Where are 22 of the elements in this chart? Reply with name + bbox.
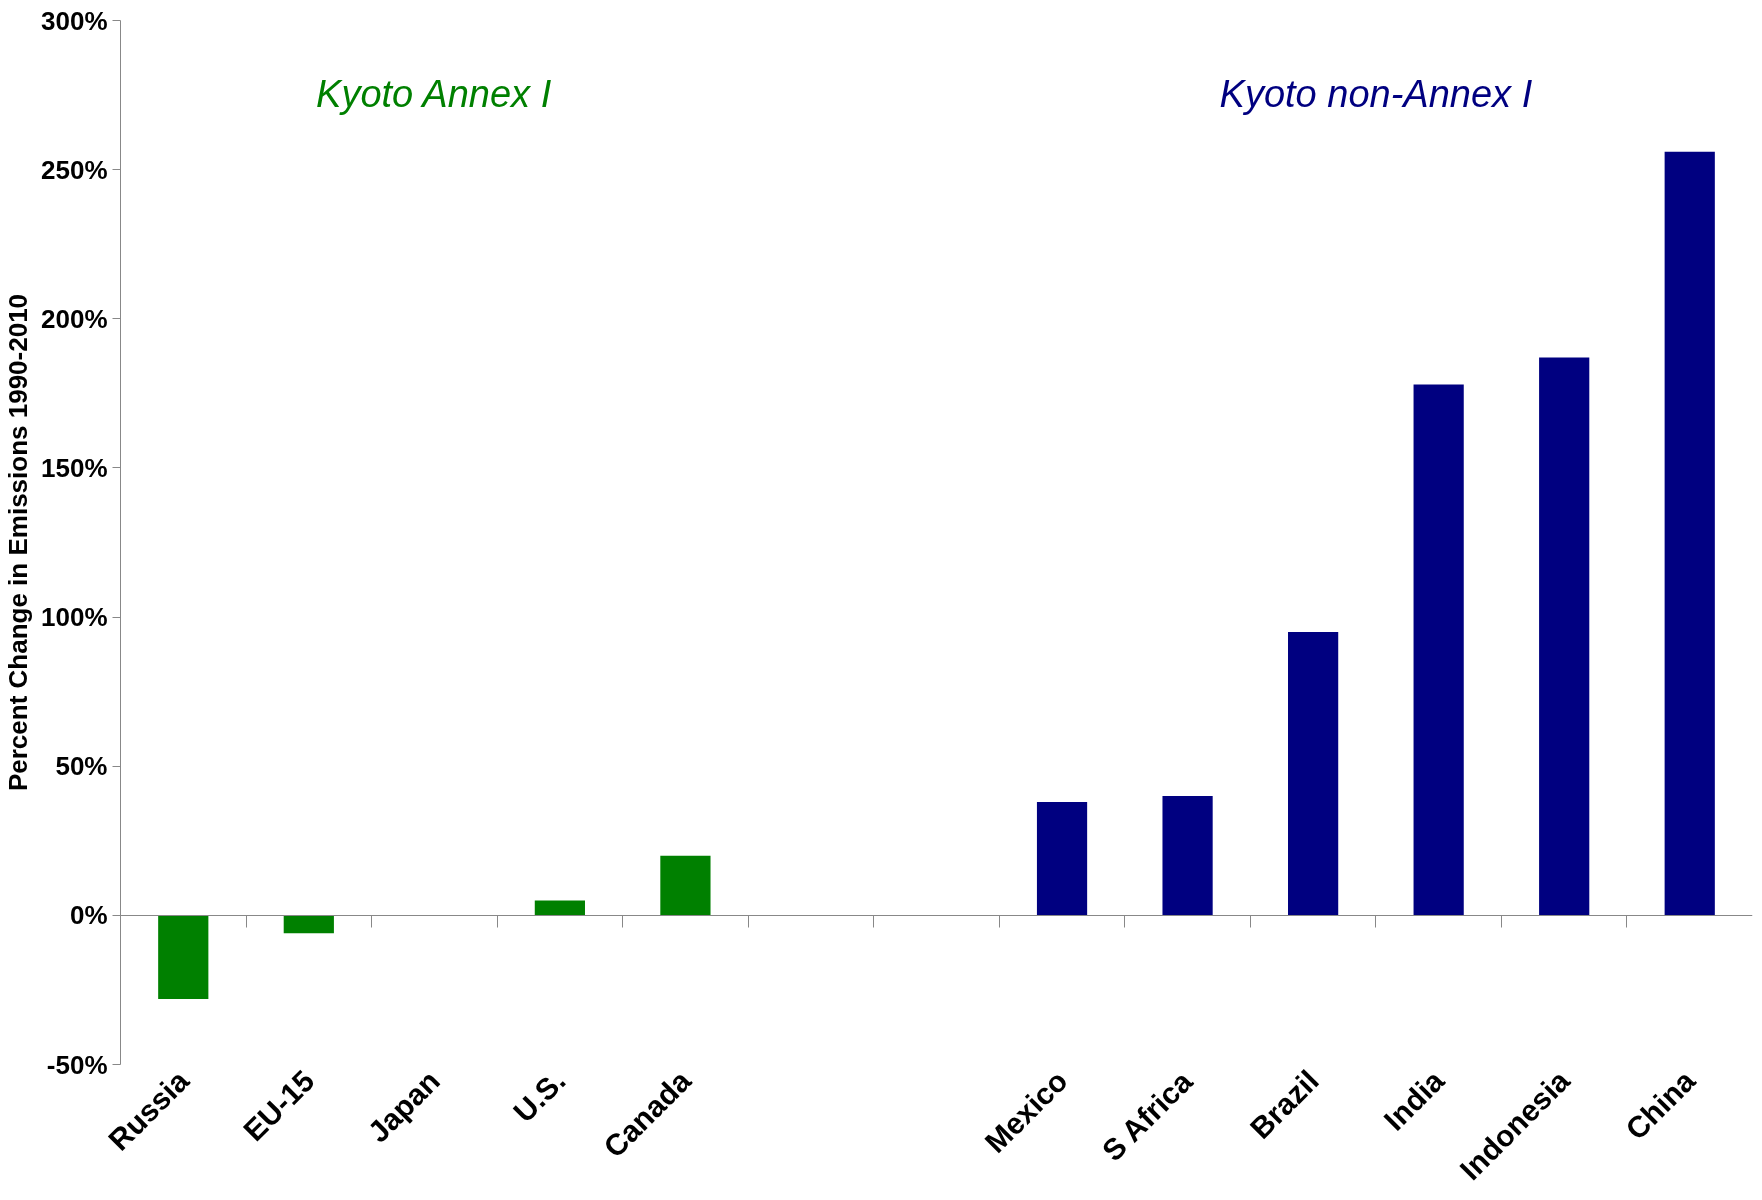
bar (1036, 802, 1088, 916)
y-tick-label: 200% (41, 303, 108, 334)
x-tick-label: U.S. (506, 1063, 572, 1129)
annotation: Kyoto Annex I (316, 72, 552, 115)
y-tick-label: -50% (46, 1049, 108, 1080)
bar (1413, 384, 1464, 916)
y-axis-title: Percent Change in Emissions 1990-2010 (3, 293, 33, 792)
bar (1539, 357, 1590, 916)
bar (1162, 796, 1213, 916)
bar (1288, 631, 1339, 916)
y-tick-label: 300% (41, 5, 108, 36)
bar (283, 915, 334, 934)
y-tick-label: 250% (41, 154, 108, 185)
bar (660, 855, 711, 916)
y-tick-label: 0% (69, 900, 108, 931)
y-tick-label: 50% (55, 751, 108, 782)
annotation: Kyoto non-Annex I (1219, 72, 1533, 115)
bar (1664, 151, 1715, 916)
y-tick-label: 100% (41, 602, 108, 633)
bar (158, 915, 209, 999)
bar (534, 900, 585, 916)
y-tick-label: 150% (41, 452, 108, 483)
